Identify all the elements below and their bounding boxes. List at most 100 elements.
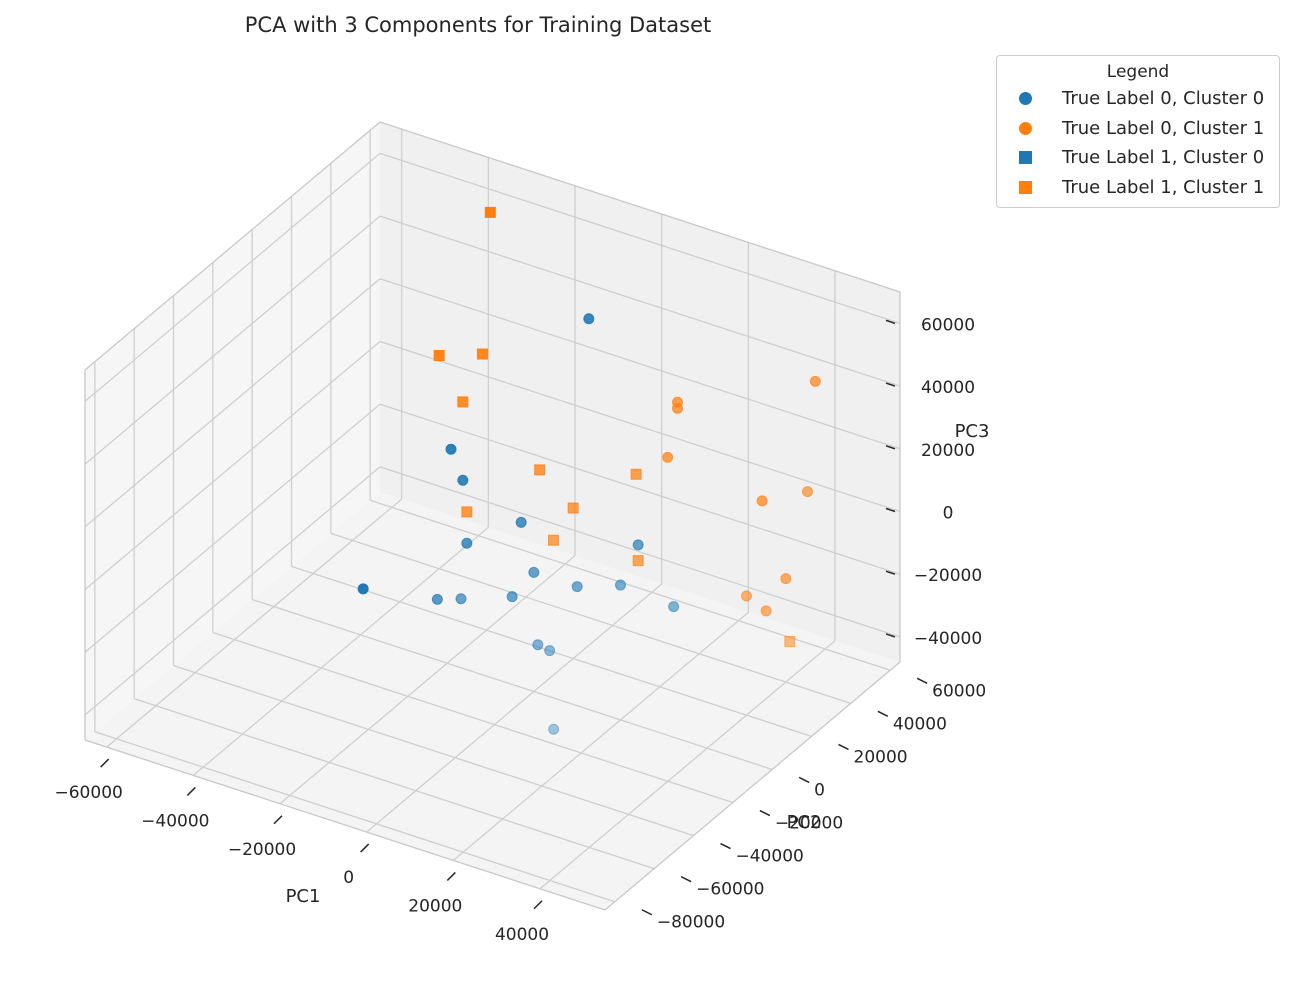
data-point-square — [632, 555, 644, 567]
x-axis-label: PC1 — [286, 886, 321, 907]
y-tick-label: −60000 — [696, 880, 764, 900]
grid-line — [379, 403, 901, 575]
grid-line — [212, 631, 734, 804]
legend-entry-label: True Label 1, Cluster 1 — [1062, 176, 1265, 198]
legend-title: Legend — [1106, 62, 1170, 82]
y-tick-label: −80000 — [657, 913, 725, 933]
grid-line — [84, 466, 381, 716]
axis-lines — [84, 121, 901, 911]
z-tick-label: 0 — [943, 503, 954, 523]
x-tick-mark — [533, 900, 543, 910]
grid-line — [84, 278, 381, 528]
data-point-circle — [571, 581, 583, 593]
y-tick-mark — [798, 776, 810, 784]
data-point-square — [548, 534, 559, 546]
y-tick-label: 0 — [814, 780, 825, 800]
grid-line — [133, 698, 655, 870]
data-point-square — [567, 502, 579, 514]
z-tick-mark — [885, 570, 896, 575]
grid-line — [94, 731, 616, 903]
legend-marker-square-icon — [1019, 151, 1032, 165]
grid-line — [369, 499, 891, 671]
grid-line — [379, 215, 901, 387]
data-point-square — [534, 464, 546, 476]
y-tick-mark — [916, 677, 928, 684]
data-point-circle — [445, 443, 457, 455]
legend: Legend True Label 0, Cluster 0 True Labe… — [996, 55, 1280, 208]
y-tick-label: −40000 — [736, 847, 804, 867]
y-tick-label: −20000 — [775, 814, 843, 834]
data-point-circle — [668, 601, 680, 613]
y-tick-mark — [759, 809, 771, 817]
data-point-square — [433, 350, 445, 362]
data-point-circle — [615, 579, 626, 591]
y-tick-mark — [877, 710, 889, 718]
grid-line — [84, 403, 381, 653]
y-axis-label: PC2 — [787, 812, 822, 833]
z-tick-mark — [885, 382, 896, 387]
grid-line — [379, 278, 901, 450]
z-axis-label: PC3 — [955, 421, 990, 442]
y-tick-mark — [838, 743, 849, 751]
grid-line — [251, 598, 773, 771]
grid-line — [84, 152, 381, 402]
z-tick-mark — [885, 633, 896, 638]
x-tick-mark — [273, 815, 283, 825]
data-point-circle — [802, 486, 813, 498]
axis-panes — [85, 122, 900, 910]
legend-marker-square-icon — [1019, 180, 1032, 194]
z-tick-label: −20000 — [914, 566, 982, 586]
data-point-circle — [662, 451, 674, 463]
legend-entry-label: True Label 0, Cluster 0 — [1062, 88, 1265, 110]
x-tick-mark — [446, 871, 456, 881]
x-axis-line — [84, 739, 606, 911]
legend-marker-circle-icon — [1019, 121, 1032, 135]
grid-line — [379, 466, 901, 638]
data-point-square — [477, 348, 488, 360]
data-point-square — [484, 206, 496, 218]
y-tick-label: 60000 — [932, 681, 986, 701]
data-point-circle — [672, 402, 683, 414]
legend-entry: True Label 1, Cluster 0 — [997, 143, 1279, 173]
tick-labels: −60000 −40000 −20000 0 20000 40000 −80000 −6000… — [55, 315, 987, 944]
data-point-circle — [741, 590, 752, 602]
top-edge-line — [379, 121, 901, 293]
x-tick-label: −40000 — [141, 811, 209, 831]
y-tick-mark — [680, 875, 692, 883]
data-point-circle — [583, 313, 595, 325]
x-tick-mark — [186, 786, 196, 796]
data-point-circle — [809, 375, 821, 387]
legend-entry-label: True Label 1, Cluster 0 — [1062, 147, 1265, 169]
legend-entry: True Label 1, Cluster 1 — [997, 173, 1279, 203]
floor-pane — [85, 492, 900, 910]
data-point-circle — [544, 645, 556, 657]
y-tick-mark — [720, 842, 731, 850]
data-point-circle — [515, 516, 527, 528]
data-point-circle — [357, 583, 369, 595]
x-tick-label: 0 — [343, 868, 354, 888]
data-point-circle — [760, 605, 772, 617]
grid-line — [84, 215, 381, 465]
data-point-circle — [632, 539, 644, 551]
data-point-square — [784, 636, 796, 648]
legend-marker-circle-icon — [1019, 92, 1032, 106]
z-tick-mark — [885, 507, 896, 513]
data-point-circle — [780, 573, 792, 585]
data-point-circle — [548, 723, 560, 735]
x-tick-label: 20000 — [408, 896, 462, 916]
z-tick-label: 40000 — [921, 378, 975, 398]
data-point-circle — [756, 495, 768, 507]
data-point-circle — [528, 566, 540, 578]
chart-title: PCA with 3 Components for Training Datas… — [245, 13, 712, 37]
data-point-circle — [455, 593, 467, 605]
grid-line — [330, 532, 852, 704]
data-point-circle — [506, 591, 518, 603]
side-pane — [85, 122, 380, 740]
data-point-square — [461, 506, 473, 518]
z-tick-label: −40000 — [914, 629, 982, 649]
grid-line — [379, 340, 901, 513]
x-tick-label: 40000 — [495, 925, 549, 945]
data-point-circle — [431, 593, 443, 605]
back-pane — [380, 122, 900, 662]
